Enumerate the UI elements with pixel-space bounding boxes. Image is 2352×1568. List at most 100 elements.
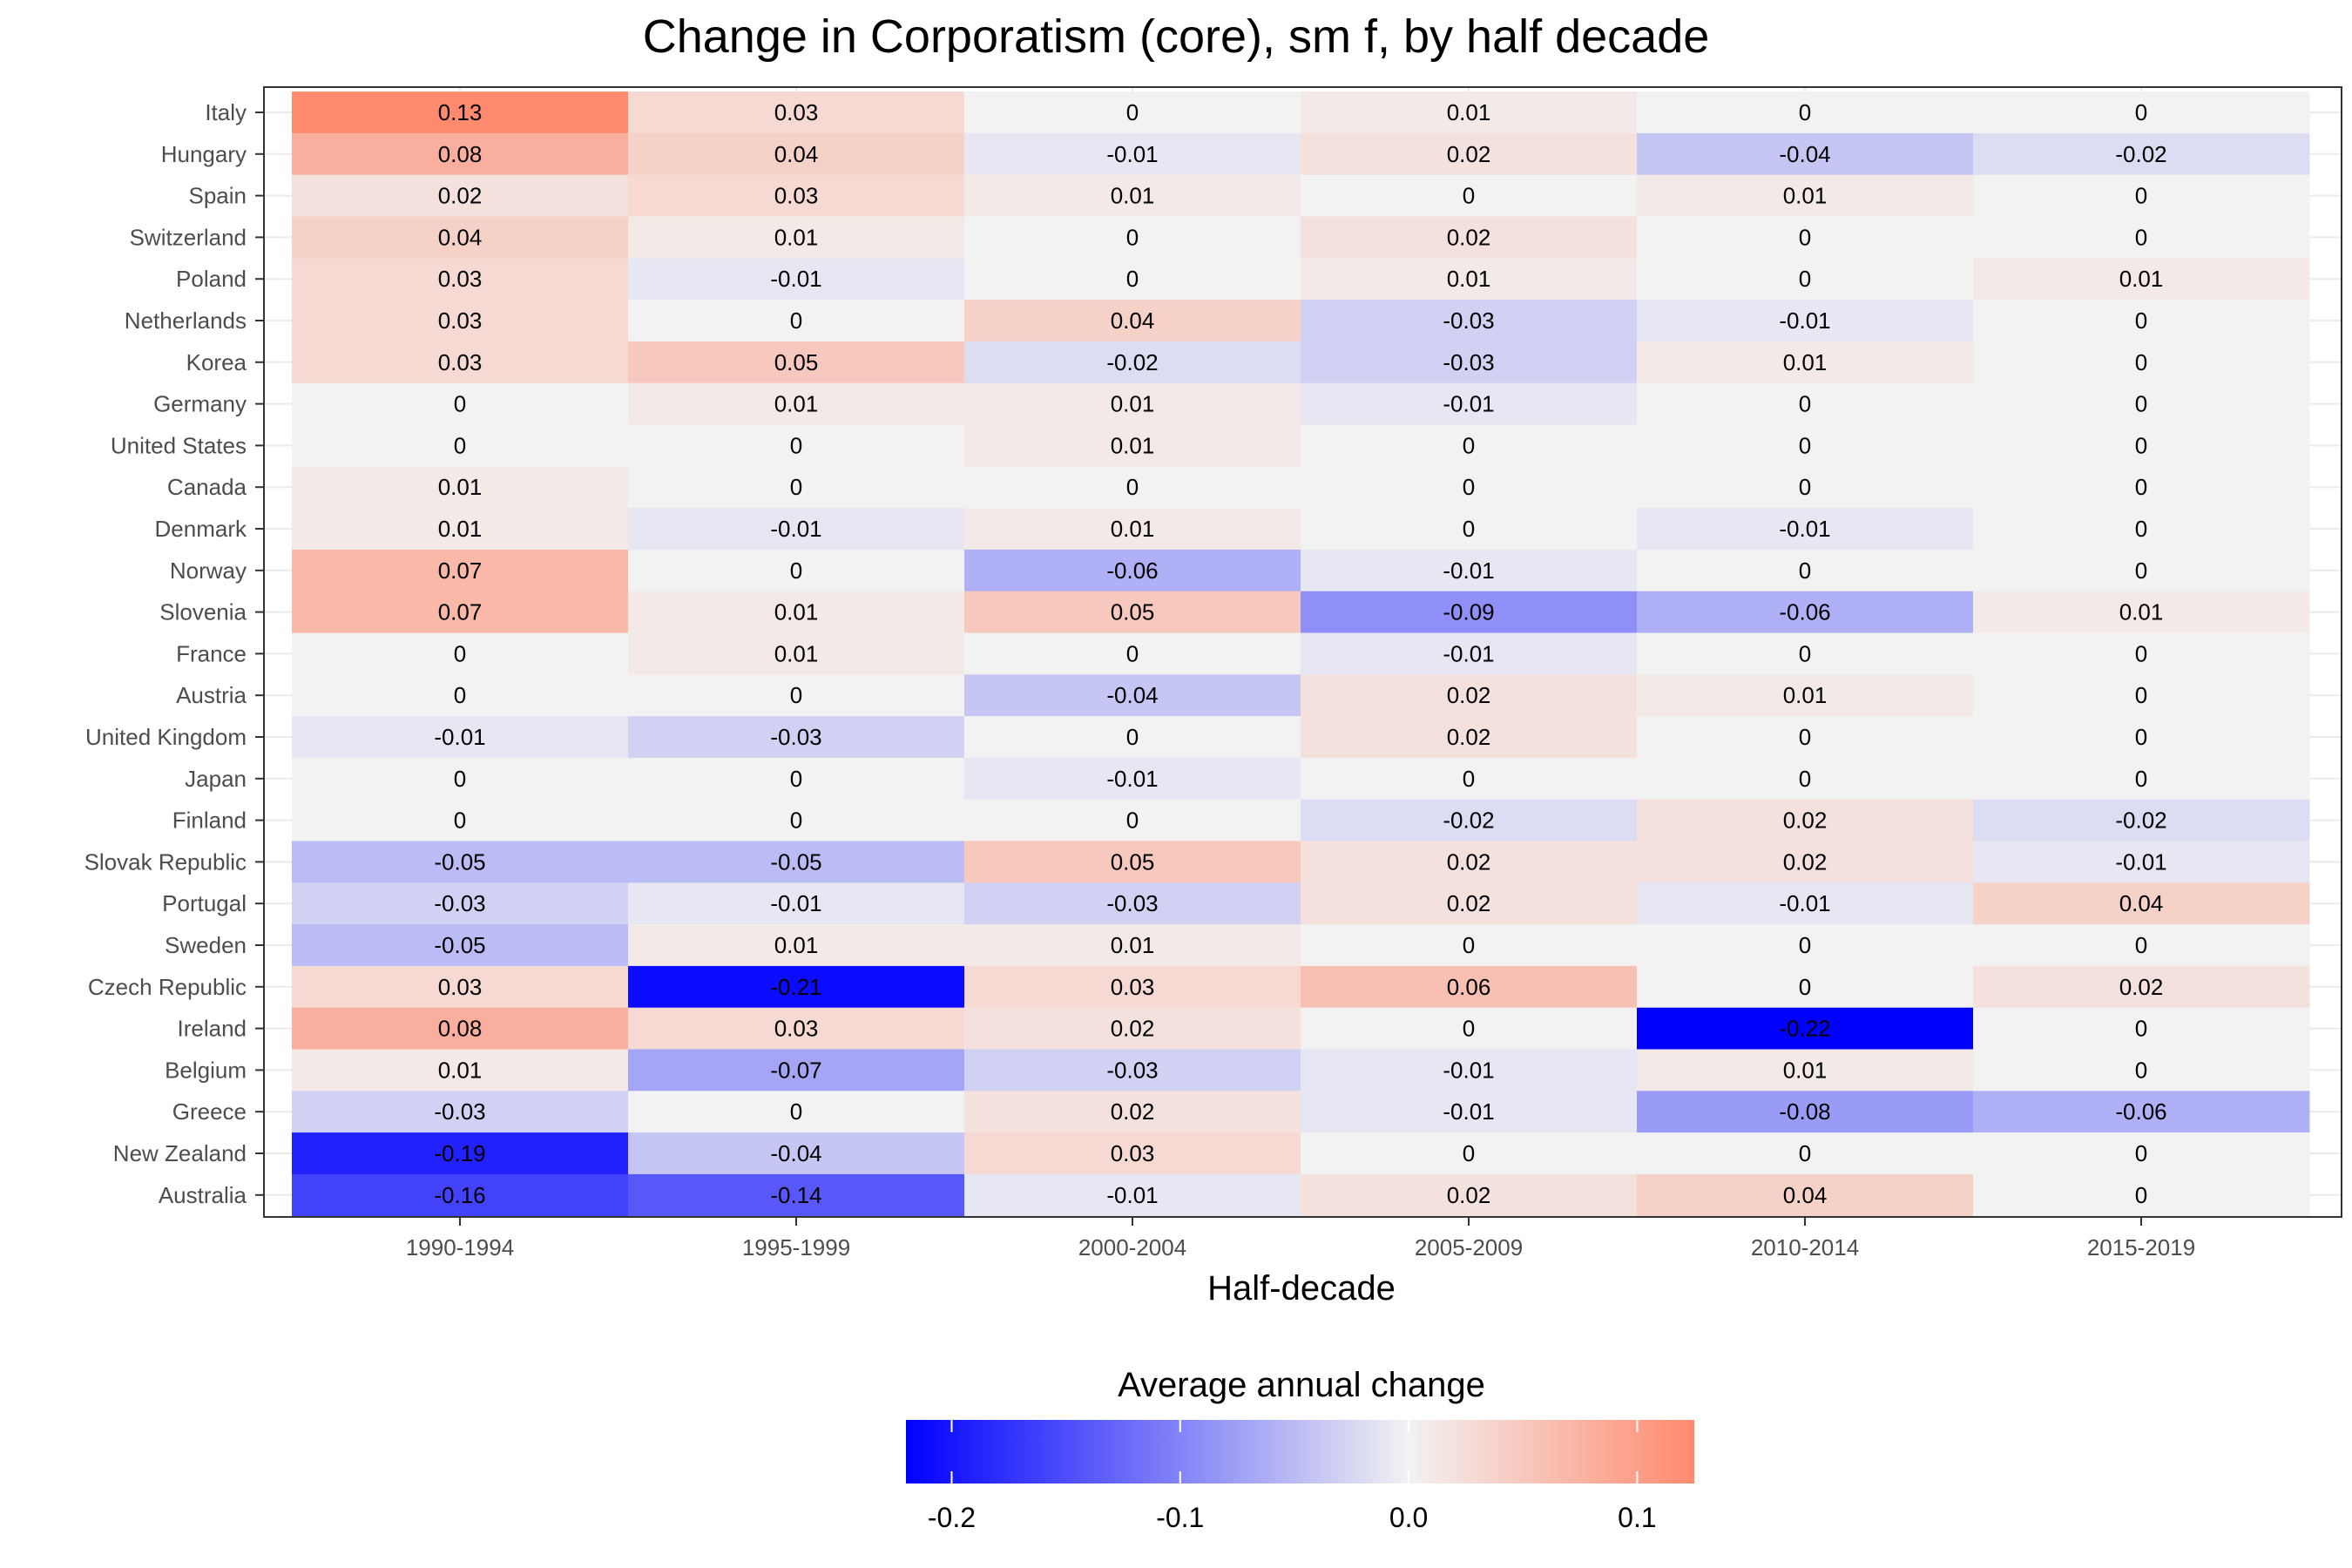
heatmap-cell xyxy=(628,174,965,217)
y-tick-label: Spain xyxy=(189,183,247,209)
cell-value-label: 0 xyxy=(454,682,466,708)
cell-value-label: -0.01 xyxy=(1779,890,1830,916)
cell-value-label: 0 xyxy=(1799,391,1811,417)
cell-value-label: 0.03 xyxy=(774,99,819,125)
cell-value-label: 0.03 xyxy=(438,974,483,1000)
y-tick-label: Germany xyxy=(153,391,247,417)
heatmap-cell xyxy=(292,91,629,134)
cell-value-label: 0.01 xyxy=(774,599,819,625)
legend-tick-label: -0.2 xyxy=(928,1502,976,1533)
cell-value-label: 0 xyxy=(1463,516,1475,542)
cell-value-label: 0 xyxy=(790,766,802,792)
cell-value-label: 0.01 xyxy=(774,640,819,666)
cell-value-label: 0.02 xyxy=(1111,1098,1155,1125)
cell-value-label: 0 xyxy=(1799,724,1811,750)
cell-value-label: 0.01 xyxy=(1111,432,1155,458)
heatmap-cell xyxy=(1973,341,2310,384)
heatmap-cell xyxy=(1301,674,1638,717)
cell-value-label: 0.01 xyxy=(774,224,819,250)
y-tick-label: Slovenia xyxy=(159,599,247,625)
cell-value-label: 0.03 xyxy=(774,183,819,209)
heatmap-cell xyxy=(628,1132,965,1175)
cell-value-label: -0.03 xyxy=(1106,1057,1158,1083)
cell-value-label: 0.01 xyxy=(1783,1057,1828,1083)
heatmap-cell xyxy=(292,132,629,176)
heatmap-cell xyxy=(1301,841,1638,883)
legend-color-bar xyxy=(906,1420,1694,1484)
cell-value-label: -0.04 xyxy=(1106,682,1158,708)
cell-value-label: 0 xyxy=(2135,724,2147,750)
heatmap-cell xyxy=(628,591,965,633)
cell-value-label: 0 xyxy=(790,432,802,458)
cell-value-label: 0.03 xyxy=(774,1016,819,1042)
heatmap-cell xyxy=(1637,424,1974,467)
chart-title: Change in Corporatism (core), sm f, by h… xyxy=(643,10,1710,63)
heatmap-cell xyxy=(1301,549,1638,592)
cell-value-label: 0 xyxy=(1799,224,1811,250)
cell-value-label: -0.02 xyxy=(1443,808,1494,834)
legend-title: Average annual change xyxy=(1118,1366,1485,1404)
x-tick-label: 2005-2009 xyxy=(1415,1234,1523,1260)
heatmap-cell xyxy=(292,341,629,384)
cell-value-label: 0.01 xyxy=(774,932,819,958)
cell-value-label: 0 xyxy=(2135,1140,2147,1166)
cell-value-label: 0 xyxy=(790,1098,802,1125)
heatmap-cell xyxy=(292,549,629,592)
heatmap-cell xyxy=(628,716,965,759)
heatmap-cell xyxy=(1637,799,1974,841)
heatmap-cell xyxy=(628,508,965,551)
cell-value-label: -0.02 xyxy=(1106,349,1158,375)
y-tick-label: Denmark xyxy=(155,516,247,542)
heatmap-cell xyxy=(964,799,1301,841)
heatmap-cell xyxy=(964,632,1301,675)
cell-value-label: 0.08 xyxy=(438,1016,483,1042)
cell-value-label: -0.03 xyxy=(434,1098,485,1125)
heatmap-cell xyxy=(1301,341,1638,384)
cell-value-label: 0 xyxy=(2135,766,2147,792)
heatmap-cell xyxy=(964,1091,1301,1133)
cell-value-label: 0 xyxy=(790,474,802,500)
x-tick-label: 2015-2019 xyxy=(2087,1234,2195,1260)
heatmap-cell xyxy=(1973,799,2310,841)
cell-value-label: 0 xyxy=(1126,99,1139,125)
cell-value-label: -0.03 xyxy=(770,724,821,750)
cell-value-label: 0.01 xyxy=(2119,266,2164,292)
cell-value-label: -0.06 xyxy=(2115,1098,2166,1125)
cell-value-label: -0.06 xyxy=(1106,558,1158,584)
cell-value-label: 0.01 xyxy=(1111,932,1155,958)
heatmap-cell xyxy=(628,91,965,134)
heatmap-cell xyxy=(1301,716,1638,759)
heatmap-cell xyxy=(964,258,1301,301)
cell-value-label: 0 xyxy=(1799,974,1811,1000)
cell-value-label: -0.21 xyxy=(770,974,821,1000)
cell-value-label: -0.02 xyxy=(2115,808,2166,834)
heatmap-cell xyxy=(1637,382,1974,425)
heatmap-cell xyxy=(1637,716,1974,759)
cell-value-label: 0.05 xyxy=(1111,599,1155,625)
heatmap-cell xyxy=(1637,1132,1974,1175)
cell-value-label: -0.08 xyxy=(1779,1098,1830,1125)
y-tick-label: Switzerland xyxy=(130,224,247,250)
legend-tick-label: -0.1 xyxy=(1156,1502,1204,1533)
cell-value-label: 0.02 xyxy=(1783,808,1828,834)
y-tick-label: New Zealand xyxy=(113,1140,247,1166)
heatmap-cell xyxy=(1301,216,1638,259)
heatmap-cell xyxy=(1301,466,1638,509)
heatmap-cell xyxy=(1973,174,2310,217)
heatmap-cell xyxy=(964,1049,1301,1092)
panel-border xyxy=(263,86,2342,1218)
heatmap-cell xyxy=(1301,924,1638,967)
heatmap-cell xyxy=(292,924,629,967)
y-tick-label: Ireland xyxy=(178,1016,247,1042)
cell-value-label: 0 xyxy=(454,766,466,792)
heatmap-cell xyxy=(1301,91,1638,134)
cell-value-label: -0.09 xyxy=(1443,599,1494,625)
y-tick-label: Poland xyxy=(176,266,247,292)
heatmap-cell xyxy=(1637,300,1974,342)
cell-value-label: 0 xyxy=(2135,183,2147,209)
y-tick-label: Hungary xyxy=(161,141,247,167)
cell-value-label: 0 xyxy=(1126,640,1139,666)
heatmap-cell xyxy=(964,91,1301,134)
cell-value-label: 0.04 xyxy=(774,141,819,167)
cell-value-label: 0.02 xyxy=(1447,682,1491,708)
